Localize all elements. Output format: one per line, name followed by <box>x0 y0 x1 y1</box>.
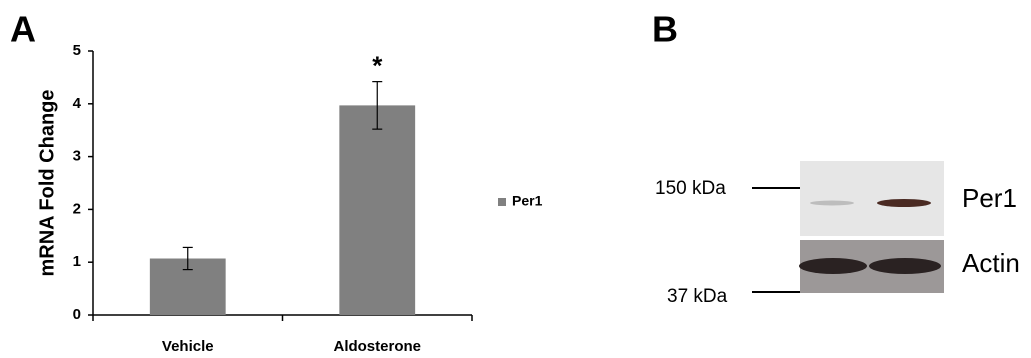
legend-swatch <box>498 198 506 206</box>
blot-band <box>877 199 931 207</box>
y-tick-label: 1 <box>73 253 81 270</box>
blot-band <box>869 258 941 274</box>
panel-label: A <box>10 9 36 50</box>
y-tick-label: 3 <box>73 148 81 165</box>
y-tick-label: 4 <box>73 95 82 112</box>
significance-marker: * <box>372 50 383 80</box>
blot-image <box>800 161 944 236</box>
marker-label: 37 kDa <box>667 286 728 307</box>
y-tick-label: 2 <box>73 200 81 217</box>
panel-label: B <box>652 9 678 50</box>
y-tick-label: 5 <box>73 42 81 59</box>
x-tick-label: Vehicle <box>162 338 214 355</box>
y-tick-label: 0 <box>73 306 81 323</box>
band-label: Actin <box>962 248 1020 278</box>
blot-band <box>810 201 854 206</box>
marker-label: 150 kDa <box>655 178 726 199</box>
band-label: Per1 <box>962 183 1017 213</box>
figure: A mRNA Fold Change B 150 kDa 37 kDa Per1… <box>0 0 1031 358</box>
y-axis-title: mRNA Fold Change <box>36 89 58 276</box>
x-tick-label: Aldosterone <box>333 338 421 355</box>
legend-label: Per1 <box>512 193 543 209</box>
blot-band <box>799 258 867 274</box>
bar <box>339 105 415 315</box>
